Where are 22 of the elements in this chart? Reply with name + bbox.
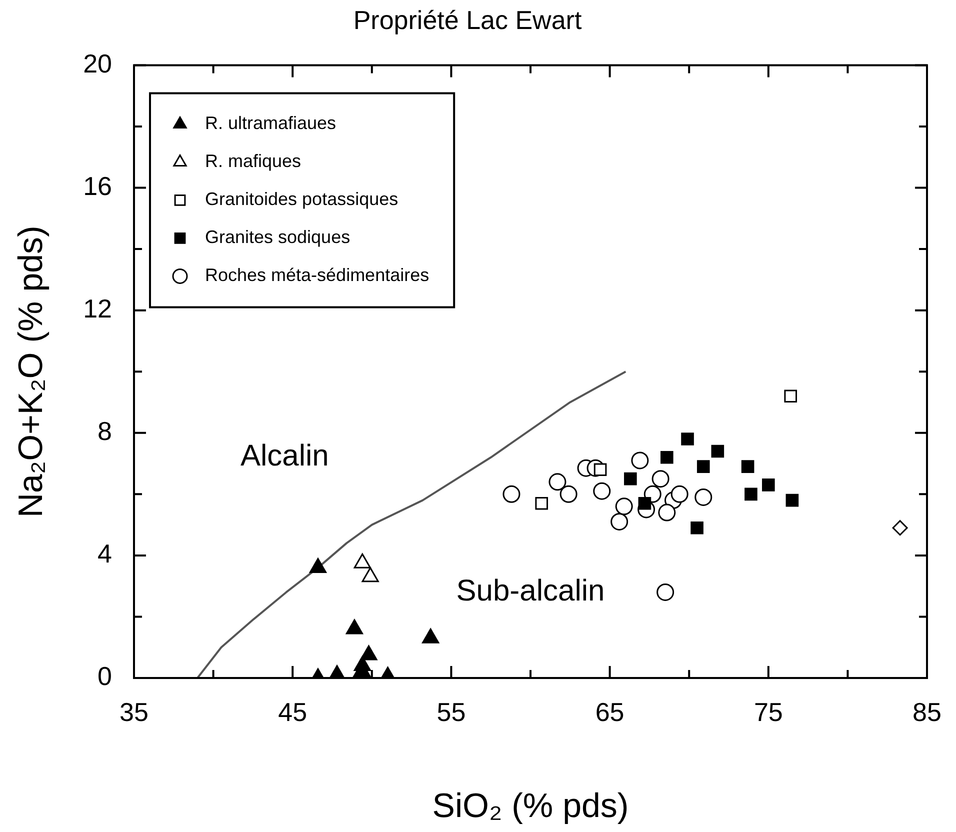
x-tick-label: 85	[912, 696, 942, 727]
legend-label: Granitoides potassiques	[205, 189, 398, 210]
legend-label: Roches méta-sédimentaires	[205, 265, 430, 286]
annotation: Sub-alcalin	[456, 574, 605, 608]
y-tick-label: 20	[83, 48, 112, 78]
x-axis-title: SiO₂ (% pds)	[432, 786, 629, 825]
y-tick-label: 12	[83, 293, 112, 324]
y-tick-label: 16	[83, 170, 112, 201]
x-tick-label: 65	[595, 696, 624, 727]
x-tick-label: 45	[278, 696, 308, 727]
y-tick-label: 0	[98, 661, 112, 692]
x-tick-label: 55	[436, 696, 466, 727]
y-tick-label: 8	[98, 416, 112, 446]
chart-title: Propriété Lac Ewart	[353, 4, 582, 35]
x-tick-label: 75	[754, 696, 783, 727]
annotation: Alcalin	[240, 440, 329, 473]
legend-label: Granites sodiques	[205, 227, 350, 248]
legend-label: R. mafiques	[205, 151, 302, 172]
y-axis-title: Na₂O+K₂O (% pds)	[12, 226, 50, 518]
y-tick-label: 4	[98, 538, 112, 569]
legend-label: R. ultramafiaues	[205, 113, 336, 134]
x-tick-label: 35	[120, 696, 148, 727]
